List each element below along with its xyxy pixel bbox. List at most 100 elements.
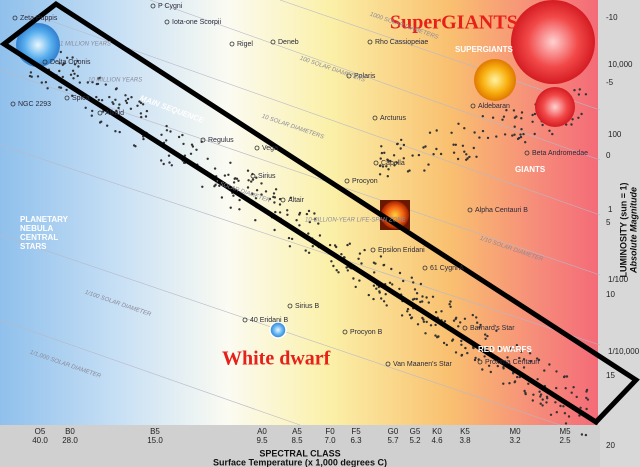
star-dot [145, 109, 149, 113]
temperature: 5.2 [409, 436, 421, 445]
magnitude-tick: 0 [606, 151, 611, 160]
star-dot [100, 120, 103, 123]
star-dot [337, 271, 340, 274]
star-dot [304, 249, 307, 252]
spectral-class: M0 [509, 427, 521, 436]
star-dot [238, 208, 241, 211]
star-dot [531, 120, 534, 124]
star-dot [436, 336, 439, 339]
star-dot [531, 113, 534, 117]
star-dot [541, 398, 544, 401]
star-dot [451, 339, 454, 342]
star-label: Sirius [258, 173, 276, 180]
star-dot [384, 293, 387, 296]
magnitude-tick: 10 [606, 290, 615, 299]
star-dot [189, 152, 193, 155]
star-marker [462, 325, 468, 331]
star-dot [227, 173, 230, 176]
star-dot [182, 142, 185, 146]
star-dot [165, 129, 169, 132]
star-dot [40, 81, 43, 84]
star-label: Procyon B [350, 329, 383, 336]
temperature: 4.6 [431, 436, 443, 445]
red-dwarfs-label: RED DWARFS [478, 345, 532, 354]
star-label: Alkaid [105, 110, 124, 117]
star-dot [287, 236, 291, 240]
star-dot [352, 277, 355, 280]
magnitude-tick: 20 [606, 441, 615, 450]
star-dot [165, 124, 168, 128]
star-dot [381, 165, 385, 168]
star-dot [522, 358, 526, 361]
star-dot [114, 98, 117, 102]
star-dot [380, 151, 384, 155]
star-dot [167, 154, 171, 157]
star-dot [118, 103, 121, 106]
star-label: Barnard's Star [470, 325, 515, 332]
star-dot [519, 133, 522, 136]
star-marker [280, 197, 286, 203]
star-dot [549, 413, 553, 416]
star-dot [346, 243, 349, 247]
star-dot [571, 118, 574, 121]
star-dot [564, 422, 568, 425]
star-dot [551, 132, 554, 136]
magnitude-tick: -5 [606, 78, 614, 87]
star-label: Aldebaran [478, 103, 510, 110]
star-dot [97, 98, 101, 102]
star-dot [396, 142, 399, 145]
star-dot [559, 404, 562, 408]
star-dot [515, 344, 519, 347]
star-dot [246, 186, 250, 189]
star-dot [229, 206, 232, 209]
star-dot [509, 347, 512, 350]
star-dot [486, 334, 489, 338]
star-dot [286, 209, 289, 212]
star-label: Altair [288, 197, 305, 204]
star-dot [449, 300, 452, 303]
star-dot [432, 153, 435, 156]
star-label: 61 Cygni A [430, 265, 464, 272]
star-dot [443, 320, 447, 323]
star-dot [502, 367, 505, 370]
star-dot [475, 316, 478, 319]
right-axis-strip [598, 0, 640, 467]
star-dot [563, 412, 567, 415]
star-dot [400, 314, 404, 317]
star-dot [246, 169, 250, 172]
star-dot [136, 104, 139, 108]
star-dot [206, 157, 209, 160]
star-dot [413, 288, 417, 291]
star-dot [308, 220, 311, 224]
star-dot [584, 93, 588, 96]
star-dot [58, 62, 61, 65]
star-dot [513, 133, 516, 136]
star-dot [546, 397, 549, 400]
star-dot [97, 77, 100, 80]
star-dot [307, 232, 310, 235]
star-label: Van Maanen's Star [393, 361, 452, 368]
star-dot [367, 293, 370, 297]
star-dot [169, 130, 172, 133]
star-dot [106, 124, 109, 127]
star-marker [164, 19, 170, 25]
star-dot [584, 433, 588, 437]
star-label: Alpha Centauri B [475, 207, 528, 214]
star-dot [419, 282, 423, 286]
star-dot [201, 185, 204, 188]
star-label: Procyon [352, 178, 378, 185]
star-dot [348, 242, 351, 245]
star-dot [419, 300, 422, 304]
star-dot [380, 145, 383, 148]
star-marker [373, 160, 379, 166]
star-dot [124, 99, 128, 103]
temperature: 28.0 [62, 436, 78, 445]
star-marker [10, 101, 16, 107]
star-dot [398, 287, 401, 291]
star-dot [237, 179, 240, 182]
star-dot [422, 318, 425, 321]
star-dot [555, 411, 558, 414]
star-dot [382, 300, 386, 303]
star-dot [398, 271, 402, 275]
